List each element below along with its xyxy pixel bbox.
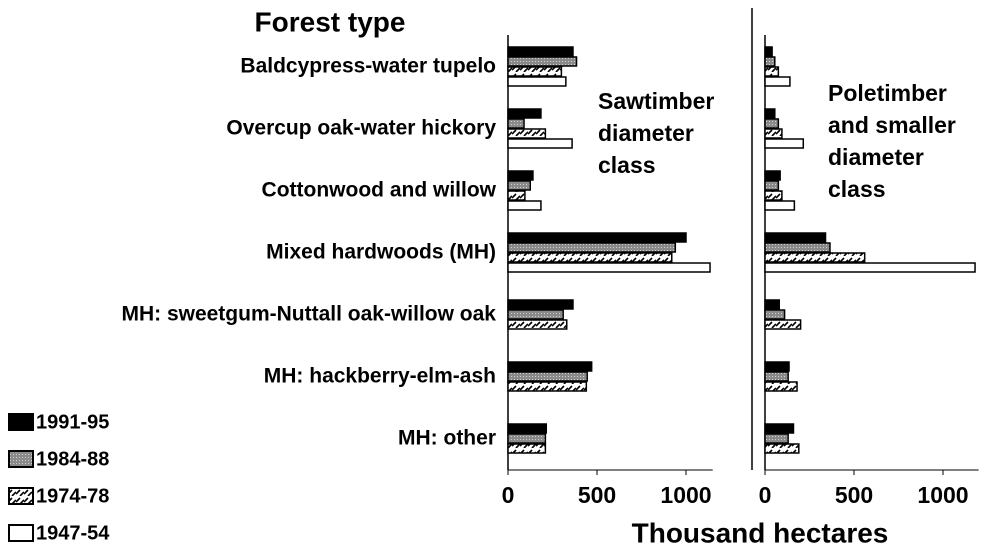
bar	[507, 423, 548, 434]
bar	[507, 433, 547, 444]
bar	[764, 299, 780, 310]
category-label: MH: hackberry-elm-ash	[264, 365, 496, 388]
bar	[764, 56, 776, 67]
bar	[507, 299, 574, 310]
bar	[507, 252, 673, 263]
bar	[507, 232, 687, 243]
bar	[764, 309, 786, 320]
x-tick-label: 0	[502, 482, 515, 508]
bar	[764, 66, 780, 77]
x-tick-label: 500	[835, 482, 873, 508]
bar	[764, 46, 773, 57]
legend-label: 1974-78	[36, 485, 109, 507]
panel-title: Poletimber	[828, 80, 947, 106]
legend-swatch	[8, 487, 34, 505]
panel-title: class	[828, 176, 886, 202]
bar	[764, 118, 780, 129]
bar	[764, 361, 790, 372]
panel-title: diameter	[598, 120, 694, 146]
bar	[507, 443, 547, 454]
bar	[507, 190, 526, 201]
panel-title: Sawtimber	[598, 88, 714, 114]
x-tick-label: 1000	[917, 482, 968, 508]
legend-label: 1947-54	[36, 522, 110, 544]
x-tick-label: 500	[578, 482, 616, 508]
bar	[764, 128, 783, 139]
category-label: Overcup oak-water hickory	[226, 117, 496, 140]
bar	[507, 319, 568, 330]
bar	[507, 46, 574, 57]
bar	[507, 180, 531, 191]
bar	[764, 381, 798, 392]
bar	[764, 252, 866, 263]
bar	[507, 76, 567, 87]
category-label: Cottonwood and willow	[262, 179, 497, 202]
bar	[764, 200, 796, 211]
bar	[764, 170, 781, 181]
legend-swatch	[8, 413, 34, 431]
bar	[764, 371, 789, 382]
panel-title: and smaller	[828, 112, 956, 138]
x-tick-label: 0	[759, 482, 772, 508]
category-label: Baldcypress-water tupelo	[240, 55, 496, 78]
bar	[764, 262, 976, 273]
category-label: Mixed hardwoods (MH)	[266, 241, 496, 264]
bar	[764, 108, 776, 119]
bar	[764, 76, 791, 87]
bar	[764, 190, 783, 201]
bar	[764, 423, 795, 434]
bar	[507, 56, 578, 67]
bar	[507, 66, 563, 77]
panel-title: class	[598, 152, 656, 178]
bar	[507, 108, 542, 119]
bar	[507, 361, 593, 372]
bar	[507, 381, 588, 392]
bar	[764, 242, 831, 253]
bar	[764, 433, 789, 444]
bar	[764, 319, 802, 330]
category-label: MH: other	[398, 427, 496, 450]
legend-swatch	[8, 524, 34, 542]
bar	[507, 309, 564, 320]
bar	[507, 371, 588, 382]
category-label: MH: sweetgum-Nuttall oak-willow oak	[121, 303, 496, 326]
bar	[507, 128, 547, 139]
x-tick-label: 1000	[660, 482, 711, 508]
bar	[507, 170, 534, 181]
legend-label: 1991-95	[36, 411, 109, 433]
legend-swatch	[8, 450, 34, 468]
bar	[764, 180, 780, 191]
x-axis-title: Thousand hectares	[632, 517, 889, 548]
bar	[764, 232, 827, 243]
bar	[507, 242, 677, 253]
bar	[507, 118, 525, 129]
bar	[507, 262, 711, 273]
bar	[507, 138, 573, 149]
bar	[764, 443, 800, 454]
y-axis-title: Forest type	[255, 6, 406, 37]
legend-label: 1984-88	[36, 448, 109, 470]
panel-title: diameter	[828, 144, 924, 170]
bar	[507, 200, 542, 211]
bar	[764, 138, 805, 149]
